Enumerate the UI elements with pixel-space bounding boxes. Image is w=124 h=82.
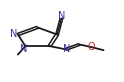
- Text: N: N: [10, 29, 17, 39]
- Text: N: N: [20, 44, 28, 54]
- Text: O: O: [87, 42, 95, 52]
- Text: N: N: [63, 44, 70, 54]
- Text: N: N: [58, 11, 66, 21]
